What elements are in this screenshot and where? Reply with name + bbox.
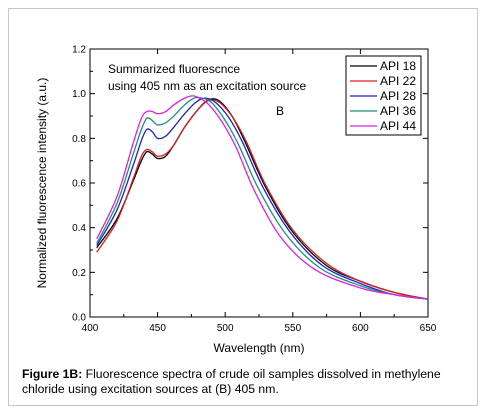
series-line-api-44 <box>96 95 429 300</box>
x-axis-ticks: 400 450 500 550 600 650 <box>82 49 437 334</box>
series-line-api-22 <box>96 99 429 300</box>
x-tick-label: 600 <box>352 323 369 334</box>
caption-text: Fluorescence spectra of crude oil sample… <box>22 367 441 396</box>
x-tick-label: 500 <box>217 323 234 334</box>
y-tick-label: 0.0 <box>72 313 86 324</box>
y-tick-label: 0.8 <box>72 134 86 145</box>
caption-label: Figure 1B: <box>22 367 83 381</box>
x-tick-label: 550 <box>284 323 301 334</box>
x-axis-label: Wavelength (nm) <box>214 341 305 355</box>
legend-label: API 36 <box>380 104 416 118</box>
y-axis-ticks: 0.0 0.2 0.4 0.6 0.8 1.0 1.2 <box>72 45 428 324</box>
y-tick-label: 1.0 <box>72 89 86 100</box>
annotation-line-2: using 405 nm as an excitation source <box>108 79 306 93</box>
series-line-api-28 <box>96 97 429 300</box>
y-tick-label: 1.2 <box>72 45 86 56</box>
legend-label: API 44 <box>380 119 416 133</box>
legend-label: API 22 <box>380 74 416 88</box>
y-tick-label: 0.6 <box>72 179 86 190</box>
figure-caption: Figure 1B: Fluorescence spectra of crude… <box>22 367 468 397</box>
series-line-api-36 <box>96 96 429 300</box>
legend-label: API 28 <box>380 89 416 103</box>
legend-label: API 18 <box>380 59 416 73</box>
y-tick-label: 0.2 <box>72 268 86 279</box>
annotation-line-1: Summarized fluorescnce <box>108 62 240 76</box>
x-tick-label: 400 <box>82 323 99 334</box>
panel-label: B <box>276 104 284 118</box>
x-tick-label: 650 <box>420 323 437 334</box>
x-tick-label: 450 <box>149 323 166 334</box>
y-tick-label: 0.4 <box>72 223 86 234</box>
y-axis-label: Normalized fluorescence intensity (a.u.) <box>35 78 49 289</box>
series-lines <box>96 95 429 300</box>
